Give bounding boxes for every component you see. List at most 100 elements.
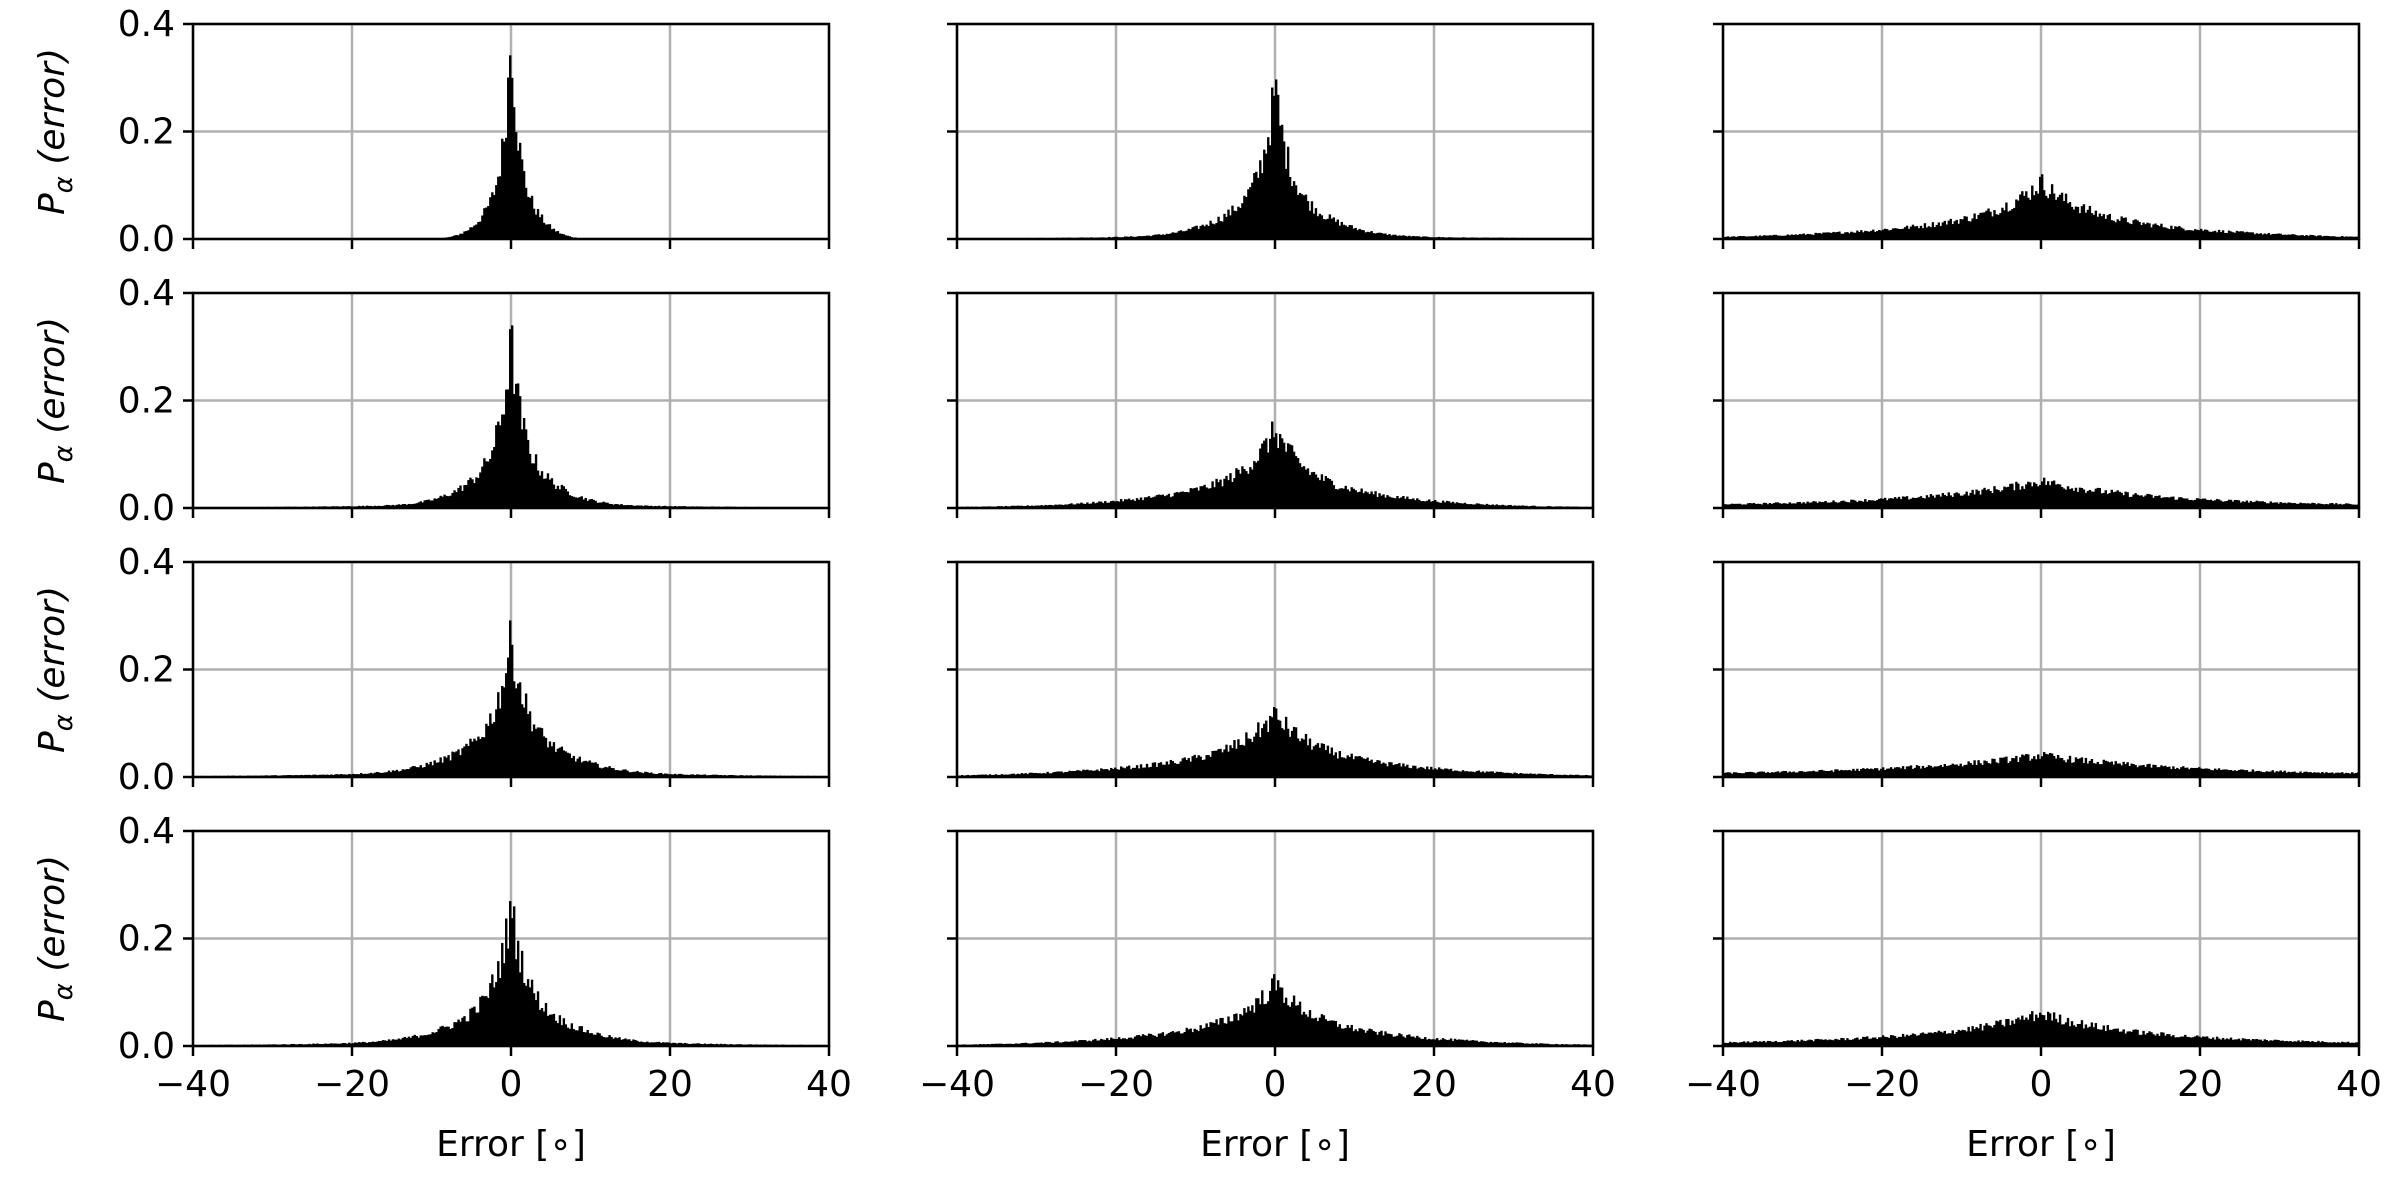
histogram-bar bbox=[1259, 1004, 1262, 1046]
histogram-bar bbox=[1780, 503, 1784, 508]
histogram-bar bbox=[1153, 234, 1157, 239]
histogram-bar bbox=[602, 501, 605, 508]
histogram-bar bbox=[1412, 498, 1415, 508]
histogram-bar bbox=[2307, 1041, 2310, 1046]
histogram-bar bbox=[1975, 489, 1978, 508]
histogram-bar bbox=[1398, 235, 1401, 239]
histogram-bar bbox=[2130, 224, 2133, 239]
histogram-bar bbox=[1414, 236, 1417, 239]
histogram-bar bbox=[2176, 1037, 2179, 1046]
histogram-bar bbox=[1412, 235, 1415, 239]
histogram-bar bbox=[2164, 497, 2167, 508]
histogram-bar bbox=[2142, 496, 2145, 508]
histogram-bar bbox=[1521, 773, 1524, 777]
histogram-bar bbox=[1066, 772, 1069, 777]
histogram-bar bbox=[1754, 235, 1758, 239]
histogram-bar bbox=[389, 505, 393, 508]
histogram-bar bbox=[2209, 499, 2213, 508]
histogram-bar bbox=[1316, 216, 1320, 239]
histogram-bar bbox=[1983, 760, 1986, 777]
histogram-bar bbox=[1999, 491, 2002, 508]
histogram-bar bbox=[2247, 1039, 2251, 1046]
histogram-bar bbox=[1874, 768, 1877, 777]
histogram-bar bbox=[385, 772, 389, 777]
histogram-bar bbox=[612, 1038, 615, 1046]
histogram-bar bbox=[423, 500, 426, 508]
histogram-bar bbox=[2078, 1023, 2082, 1046]
histogram-bar bbox=[2025, 191, 2028, 239]
histogram-bar bbox=[1551, 774, 1554, 777]
histogram-bar bbox=[1852, 499, 1855, 508]
histogram-bar bbox=[628, 1039, 631, 1046]
histogram-bar bbox=[1760, 771, 1764, 777]
histogram-bar bbox=[2339, 1042, 2342, 1046]
histogram-bar bbox=[1501, 1042, 1504, 1046]
histogram-bar bbox=[1396, 495, 1399, 508]
histogram-bar bbox=[1016, 773, 1020, 777]
histogram-bar bbox=[1899, 499, 1903, 508]
histogram-bar bbox=[2227, 1039, 2231, 1046]
histogram-bar bbox=[1535, 774, 1538, 777]
histogram-bar bbox=[1334, 221, 1338, 239]
histogram-bar bbox=[1362, 1029, 1365, 1046]
histogram-bar bbox=[1239, 207, 1242, 239]
histogram-bar bbox=[1145, 497, 1149, 508]
histogram-bar bbox=[2184, 498, 2187, 508]
histogram-bar bbox=[1864, 499, 1867, 508]
histogram-bar bbox=[1223, 213, 1226, 239]
histogram-bar bbox=[1812, 501, 1815, 508]
histogram-bar bbox=[598, 502, 601, 508]
histogram-bar bbox=[1876, 1038, 1879, 1046]
histogram-bar bbox=[1939, 1031, 1943, 1046]
histogram-bar bbox=[2021, 486, 2024, 508]
histogram-bar bbox=[1282, 729, 1286, 777]
histogram-bar bbox=[497, 692, 500, 777]
histogram-bar bbox=[2269, 501, 2272, 508]
histogram-bar bbox=[1430, 766, 1433, 777]
histogram-bar bbox=[357, 774, 361, 777]
histogram-bar bbox=[2233, 232, 2237, 239]
histogram-bar bbox=[1738, 773, 1742, 777]
histogram-bar bbox=[2174, 499, 2177, 508]
histogram-bar bbox=[475, 477, 478, 508]
histogram-bar bbox=[1370, 759, 1373, 777]
histogram-bar bbox=[2184, 1034, 2187, 1046]
histogram-bar bbox=[1414, 765, 1417, 777]
histogram-bar bbox=[1901, 228, 1905, 239]
histogram-bar bbox=[1750, 1042, 1754, 1046]
histogram-bar bbox=[2194, 767, 2197, 777]
histogram-bar bbox=[1770, 772, 1774, 777]
histogram-bar bbox=[2243, 770, 2247, 777]
histogram-bar bbox=[2074, 487, 2078, 508]
histogram-bar bbox=[546, 1015, 550, 1046]
histogram-bar bbox=[399, 770, 403, 777]
histogram-bar bbox=[1505, 772, 1508, 777]
histogram-bar bbox=[1036, 1042, 1039, 1046]
histogram-bar bbox=[1245, 471, 1248, 508]
histogram-bar bbox=[2198, 498, 2201, 508]
histogram-bar bbox=[1237, 739, 1240, 777]
histogram-bar bbox=[1338, 751, 1341, 777]
histogram-bar bbox=[1288, 444, 1292, 508]
histogram-bar bbox=[568, 236, 572, 239]
histogram-bar bbox=[455, 492, 458, 508]
histogram-bar bbox=[1838, 502, 1841, 508]
histogram-bar bbox=[2013, 207, 2016, 239]
histogram-bar bbox=[2283, 1041, 2286, 1046]
histogram-bar bbox=[2277, 771, 2280, 777]
histogram-bar bbox=[622, 769, 625, 777]
histogram-bar bbox=[1983, 212, 1986, 239]
histogram-bar bbox=[1241, 1015, 1244, 1046]
histogram-bar bbox=[1094, 503, 1097, 508]
histogram-bar bbox=[1435, 1038, 1439, 1046]
histogram-bar bbox=[433, 1032, 436, 1046]
histogram-bar bbox=[1026, 505, 1029, 508]
histogram-bar bbox=[1800, 1039, 1803, 1046]
histogram-bar bbox=[1822, 501, 1825, 508]
histogram-bar bbox=[1207, 1026, 1210, 1046]
histogram-bar bbox=[1768, 1041, 1772, 1046]
histogram-bar bbox=[1261, 173, 1264, 239]
histogram-bar bbox=[1125, 766, 1129, 777]
histogram-bar bbox=[2321, 236, 2324, 239]
histogram-bar bbox=[1459, 1039, 1463, 1046]
